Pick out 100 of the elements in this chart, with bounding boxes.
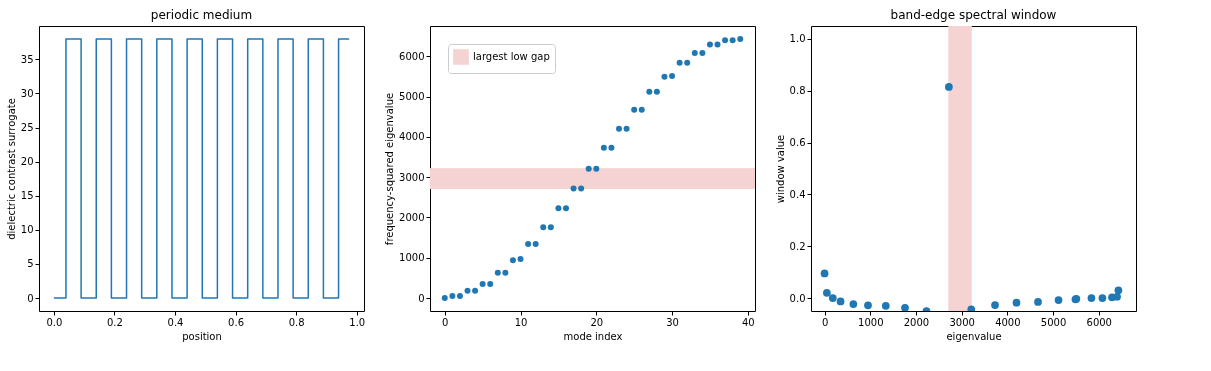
x-tick-label: 2000 xyxy=(903,316,930,328)
point xyxy=(517,255,524,262)
x-tick-label: 0.0 xyxy=(46,316,63,328)
x-tick-label: 4000 xyxy=(995,316,1021,328)
point xyxy=(699,50,706,57)
point xyxy=(684,59,691,66)
point xyxy=(661,73,668,80)
point xyxy=(820,269,829,278)
point xyxy=(502,269,509,276)
point xyxy=(449,293,456,300)
x-tick-label: 0.2 xyxy=(106,316,123,328)
point xyxy=(691,50,698,57)
point xyxy=(836,297,845,306)
x-tick-label: 40 xyxy=(741,316,755,328)
point xyxy=(828,294,837,302)
y-tick-label: 0.2 xyxy=(789,240,806,252)
y-tick-label: 2000 xyxy=(399,211,425,223)
y-tick-label: 15 xyxy=(20,190,34,202)
y-tick-label: 0.4 xyxy=(789,188,806,200)
point xyxy=(638,106,645,113)
point xyxy=(864,301,872,310)
point xyxy=(881,301,890,310)
y-axis-title: window value xyxy=(774,134,786,204)
point xyxy=(547,224,554,231)
point xyxy=(1087,294,1096,302)
y-axis-title: frequency-squared eigenvalue xyxy=(384,92,396,246)
point xyxy=(849,300,858,308)
chart-title: periodic medium xyxy=(150,8,253,22)
x-tick-label: 1.0 xyxy=(349,316,366,328)
x-tick-label: 0 xyxy=(821,316,829,328)
point xyxy=(706,41,713,48)
point xyxy=(494,269,501,276)
x-axis-title: mode index xyxy=(563,330,623,342)
y-tick-label: 4000 xyxy=(399,131,425,143)
y-tick-label: 20 xyxy=(20,156,34,168)
point xyxy=(631,106,638,113)
point xyxy=(479,280,486,287)
point xyxy=(578,185,585,192)
chart-title: band-edge spectral window xyxy=(890,8,1057,22)
point xyxy=(676,59,683,66)
x-tick-label: 20 xyxy=(590,316,604,328)
point xyxy=(540,224,547,231)
x-tick-label: 5000 xyxy=(1040,316,1067,328)
point xyxy=(441,295,448,302)
x-tick-label: 10 xyxy=(514,316,528,328)
y-axis-title: dielectric contrast surrogate xyxy=(5,98,17,240)
y-tick-label: 0.8 xyxy=(789,85,806,97)
point xyxy=(616,125,623,132)
point xyxy=(456,293,463,300)
x-tick-label: 1000 xyxy=(858,316,884,328)
x-tick-label: 30 xyxy=(666,316,679,328)
point xyxy=(464,287,471,294)
point xyxy=(593,165,600,172)
point xyxy=(532,241,539,248)
point xyxy=(722,37,729,44)
point xyxy=(487,280,494,287)
point xyxy=(1113,292,1121,301)
y-tick-label: 5 xyxy=(27,258,34,270)
point xyxy=(525,241,532,248)
point xyxy=(1012,298,1021,307)
y-tick-label: 1.0 xyxy=(789,33,806,45)
point xyxy=(1054,296,1063,304)
point xyxy=(669,73,676,80)
point xyxy=(1114,286,1123,295)
point xyxy=(555,205,562,212)
y-tick-label: 25 xyxy=(20,122,34,134)
y-tick-label: 3000 xyxy=(399,171,425,183)
x-tick-label: 0 xyxy=(442,316,449,328)
point xyxy=(646,88,653,95)
point xyxy=(623,125,630,132)
point xyxy=(509,257,516,264)
point xyxy=(1034,298,1042,306)
y-tick-label: 0 xyxy=(418,292,425,304)
point xyxy=(472,287,479,294)
x-tick-label: 0.6 xyxy=(228,316,245,328)
point xyxy=(991,301,999,309)
point xyxy=(737,35,744,42)
x-axis-title: position xyxy=(182,330,222,342)
y-tick-label: 30 xyxy=(20,88,34,99)
y-tick-label: 0.0 xyxy=(789,292,806,304)
point xyxy=(585,165,592,172)
y-tick-label: 5000 xyxy=(399,91,425,103)
point xyxy=(945,83,953,91)
point xyxy=(600,144,607,151)
y-tick-label: 10 xyxy=(20,224,34,236)
y-tick-label: 35 xyxy=(20,53,34,65)
point xyxy=(729,37,736,44)
y-tick-label: 1000 xyxy=(399,252,425,264)
y-tick-label: 6000 xyxy=(399,50,425,62)
y-tick-label: 0.6 xyxy=(789,137,806,149)
point xyxy=(562,205,569,212)
x-tick-label: 3000 xyxy=(949,316,975,328)
y-tick-label: 0 xyxy=(27,292,34,304)
x-tick-label: 0.8 xyxy=(288,316,305,328)
point xyxy=(714,41,721,48)
point xyxy=(653,88,660,95)
x-tick-label: 0.4 xyxy=(167,316,184,328)
point xyxy=(608,144,615,151)
x-axis-title: eigenvalue xyxy=(946,330,1002,342)
point xyxy=(901,304,909,311)
